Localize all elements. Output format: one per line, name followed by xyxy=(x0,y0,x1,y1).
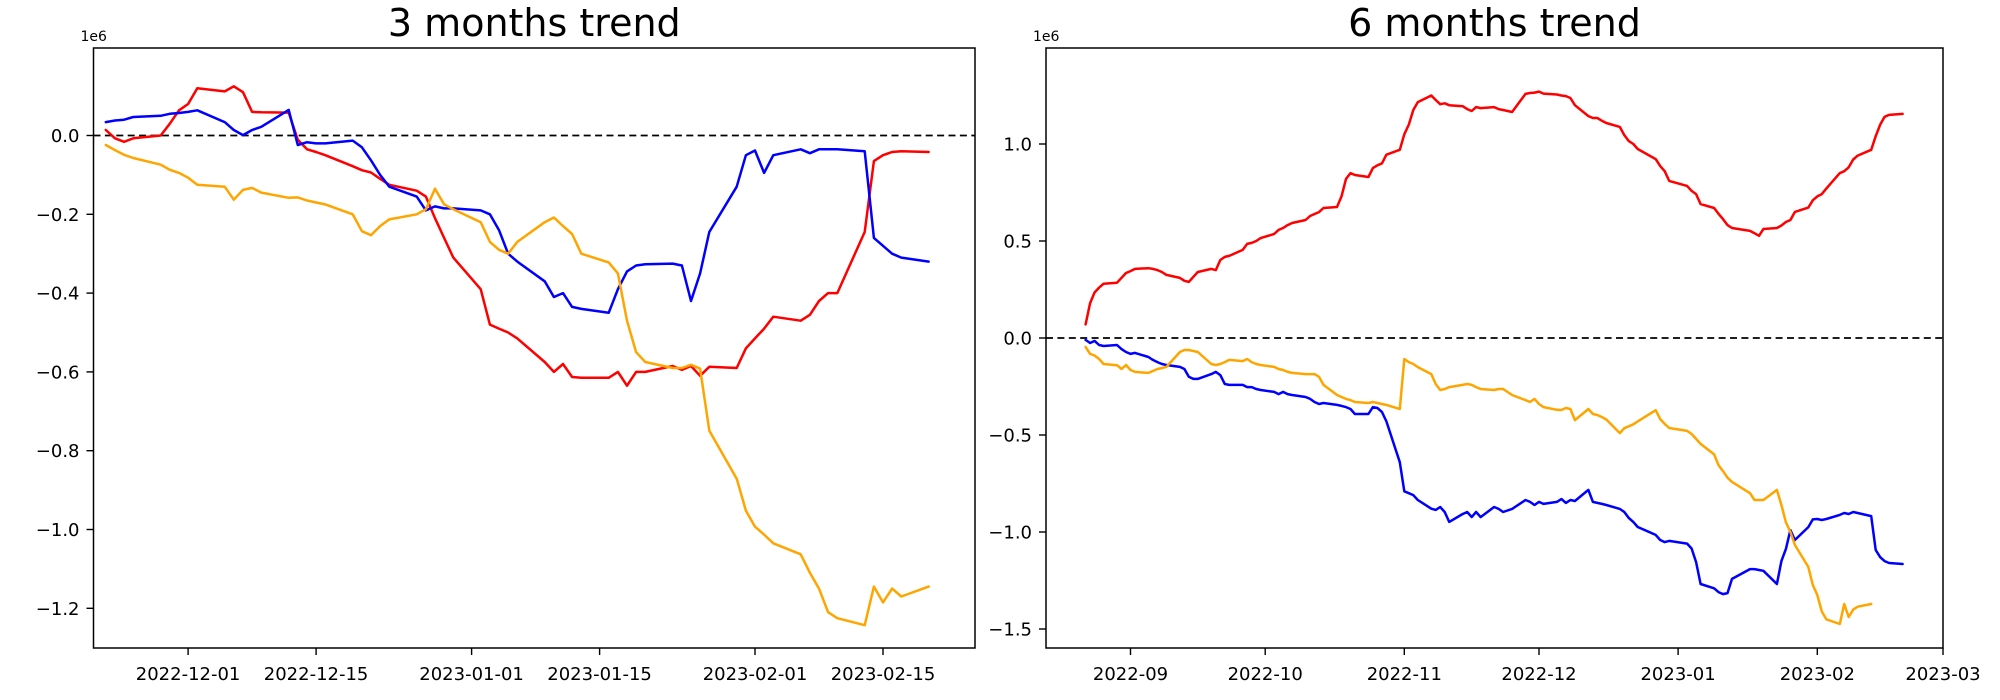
red-series xyxy=(1084,90,1904,326)
x-tick-label: 2023-02-01 xyxy=(703,664,808,685)
x-tick-label: 2022-12 xyxy=(1501,664,1576,685)
y-tick-label: −0.6 xyxy=(36,362,80,383)
y-tick-label: −1.2 xyxy=(36,599,80,620)
x-tick-label: 2022-09 xyxy=(1093,664,1168,685)
y-tick-label: −1.0 xyxy=(988,523,1032,544)
red-series xyxy=(104,85,930,387)
x-tick-label: 2022-12-15 xyxy=(264,664,369,685)
orange-series xyxy=(104,143,930,627)
y-tick-label: 0.5 xyxy=(1003,232,1032,253)
plot-border xyxy=(1045,47,1944,649)
x-tick-label: 2022-12-01 xyxy=(136,664,241,685)
x-tick-label: 2023-02-15 xyxy=(831,664,936,685)
x-tick-label: 2023-01-01 xyxy=(419,664,524,685)
y-tick-label: 0.0 xyxy=(51,126,80,147)
blue-series xyxy=(104,108,930,315)
y-tick-label: 1.0 xyxy=(1003,135,1032,156)
chart-title: 3 months trend xyxy=(388,1,681,45)
y-tick-label: −0.4 xyxy=(36,284,80,305)
y-tick-label: −1.0 xyxy=(36,520,80,541)
axes-3-months-trend: 2022-12-01 2022-12-15 2023-01-01 2023-01-15… xyxy=(36,1,976,685)
y-tick-label: −0.8 xyxy=(36,441,80,462)
x-tick-label: 2023-02 xyxy=(1780,664,1855,685)
y-tick-label: −0.5 xyxy=(988,426,1032,447)
x-tick-label: 2022-11 xyxy=(1367,664,1442,685)
plot-border xyxy=(92,47,976,649)
axis-offset-label: 1e6 xyxy=(1033,29,1060,45)
chart-title: 6 months trend xyxy=(1348,1,1641,45)
y-tick-label: −0.2 xyxy=(36,205,80,226)
x-tick-label: 2023-03 xyxy=(1905,664,1980,685)
y-tick-label: −1.5 xyxy=(988,620,1032,641)
y-tick-label: 0.0 xyxy=(1003,329,1032,350)
axes-6-months-trend: 2022-09 2022-10 2022-11 2022-12 2023-01 2023-… xyxy=(988,1,1980,685)
x-tick-label: 2022-10 xyxy=(1228,664,1303,685)
x-tick-label: 2023-01 xyxy=(1640,664,1715,685)
blue-series xyxy=(1084,338,1904,596)
orange-series xyxy=(1084,345,1873,626)
axis-offset-label: 1e6 xyxy=(81,29,108,45)
x-tick-label: 2023-01-15 xyxy=(547,664,652,685)
